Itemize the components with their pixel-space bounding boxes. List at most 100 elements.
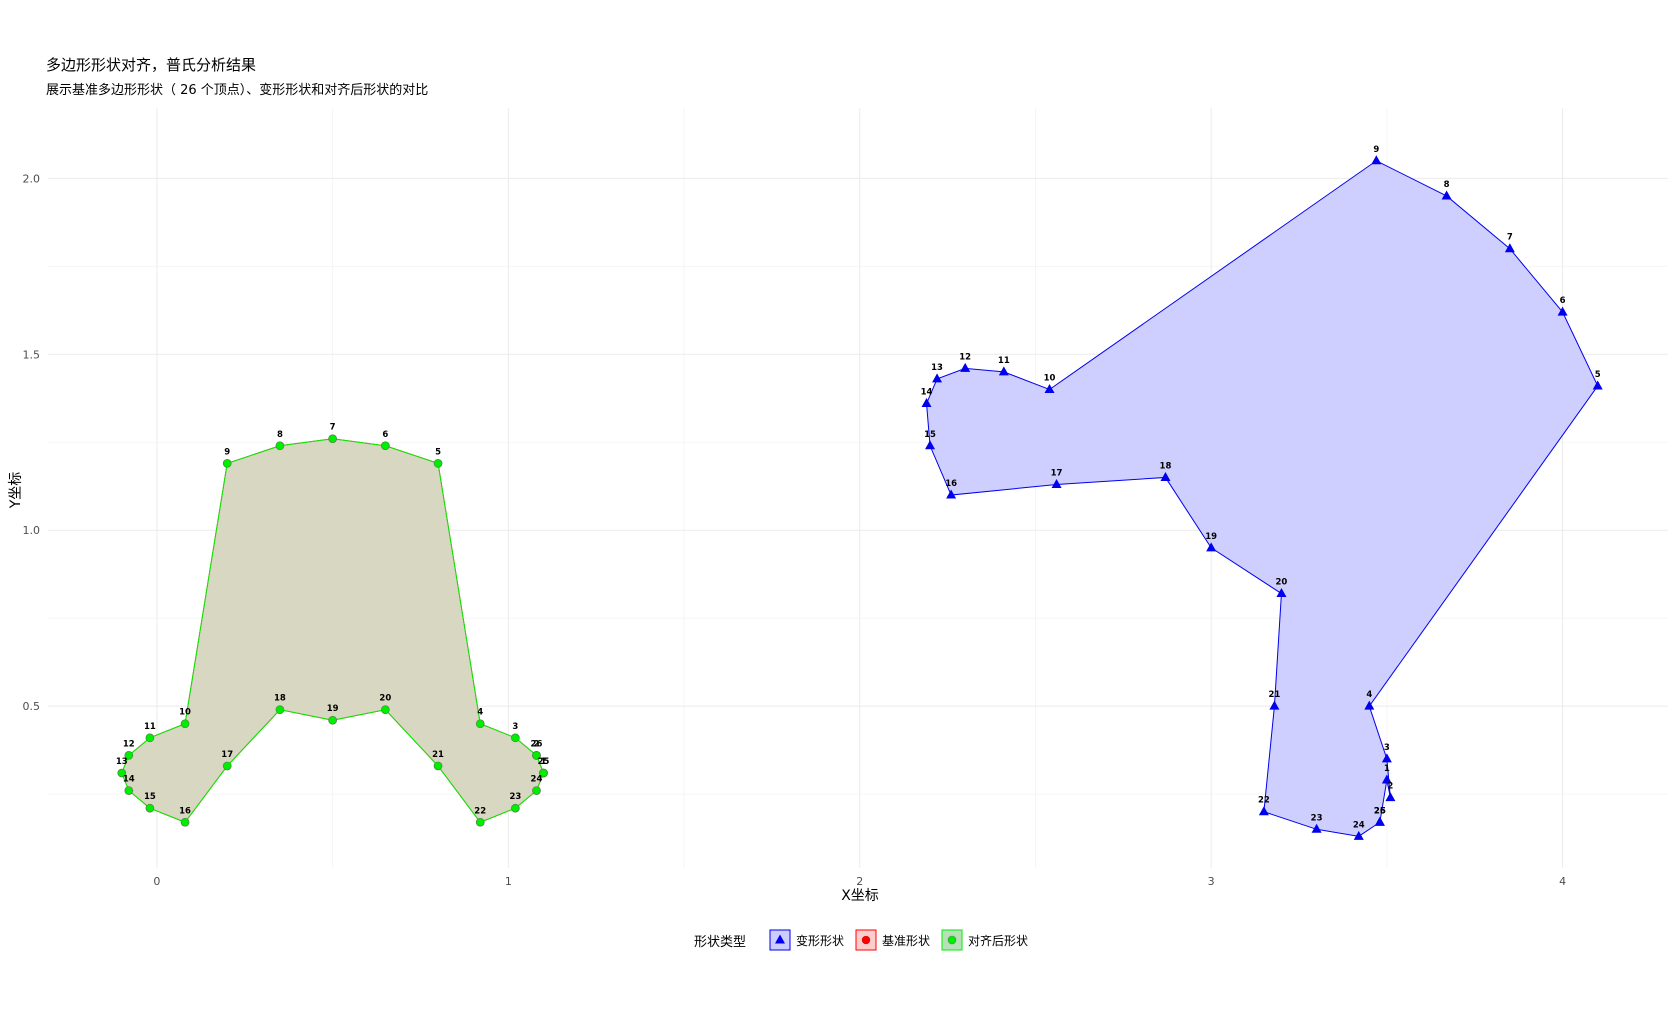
vertex-point [117,768,127,778]
vertex-point [1258,806,1269,816]
vertex-point [180,719,190,729]
vertex-label: 12 [123,739,135,749]
y-axis-title: Y坐标 [8,472,24,510]
vertex-label: 24 [1353,820,1365,830]
vertex-label: 1 [541,757,547,767]
vertex-label: 20 [379,694,391,704]
plot-area: 1234567891011121314151617181920212223242… [116,145,1603,840]
vertex-point [1504,243,1515,253]
vertex-label: 2 [1387,782,1393,792]
vertex-label: 19 [1205,532,1217,542]
vertex-point [532,786,541,795]
vertex-label: 8 [277,430,283,440]
vertex-point [1353,830,1364,840]
vertex-label: 11 [998,356,1010,366]
vertex-label: 5 [1595,370,1601,380]
vertex-labels: 1234567891011121314151617181920212223242… [116,423,550,817]
chart-subtitle: 展示基准多边形形状（ 26 个顶点）、变形形状和对齐后形状的对比 [46,82,428,98]
vertex-point [475,817,485,827]
vertex-label: 14 [921,388,933,398]
vertex-label: 6 [1560,296,1566,306]
vertex-label: 24 [531,775,543,785]
vertex-label: 25 [538,757,550,767]
chart-title: 多边形形状对齐，普氏分析结果 [46,56,256,74]
y-tick-label: 1.0 [23,524,41,537]
vertex-label: 13 [931,363,943,373]
vertex-point [328,434,338,444]
vertex-label: 26 [531,739,543,749]
vertex-label: 15 [144,792,156,802]
axis-ticks: 0 1 2 3 40.51.01.52.0 [23,172,1567,888]
vertex-point [1385,792,1396,802]
vertex-label: 12 [959,352,971,362]
vertex-label: 5 [435,447,441,457]
vertex-label: 21 [1268,690,1280,700]
vertex-point [1276,588,1287,598]
vertex-point [1160,471,1171,481]
vertex-label: 25 [1374,806,1386,816]
vertex-label: 2 [533,739,539,749]
vertex-label: 13 [116,757,128,767]
vertex-point [946,489,957,499]
vertex-point [475,719,485,729]
vertex-point [222,761,232,771]
vertex-label: 22 [1258,796,1270,806]
vertex-point [275,705,285,715]
vertex-label: 23 [509,792,521,802]
vertex-label: 21 [432,750,444,760]
vertex-point [275,441,285,451]
vertex-label: 15 [924,430,936,440]
y-tick-label: 0.5 [23,700,41,713]
vertex-point [532,751,541,760]
vertex-label: 4 [1366,690,1372,700]
vertex-label: 19 [327,704,339,714]
vertex-label: 7 [330,423,336,433]
legend: 形状类型 变形形状 基准形状 对齐后形状 [694,929,1028,951]
vertex-point [1364,700,1375,710]
vertex-label: 18 [274,694,286,704]
vertex-point [180,817,190,827]
vertex-point [124,751,134,760]
x-axis-title: X坐标 [841,888,879,904]
vertex-label: 26 [1374,806,1386,816]
vertex-label: 4 [477,708,483,718]
vertex-point [960,362,971,372]
vertex-point [510,803,520,813]
vertex-label: 10 [179,708,191,718]
vertex-label: 8 [1444,180,1450,190]
vertex-point [222,458,232,468]
series-aligned [117,434,548,827]
vertex-point [1371,155,1382,165]
vertex-label: 16 [945,479,957,489]
shape-polygon [926,160,1599,837]
vertex-label: 9 [224,447,230,457]
vertex-label: 14 [123,775,135,785]
legend-marker [775,934,785,944]
vertex-point [1374,816,1385,826]
vertex-point [433,458,443,468]
vertex-point [328,715,338,725]
vertex-point [1381,753,1392,763]
vertex-label: 1 [1384,764,1390,774]
x-tick-label: 4 [1559,875,1566,888]
y-tick-label: 2.0 [23,172,41,185]
vertex-label: 18 [1160,461,1172,471]
vertex-point [539,768,548,778]
vertex-labels: 1234567891011121314151617181920212223242… [921,145,1601,831]
legend-item: 基准形状 [855,929,930,951]
legend-label: 基准形状 [882,934,930,948]
vertex-point [510,733,520,743]
x-tick-label: 1 [505,875,512,888]
vertex-label: 7 [1507,233,1513,243]
vertex-label: 23 [1311,813,1323,823]
x-tick-label: 3 [1208,875,1215,888]
vertex-point [380,441,390,451]
vertex-point [1592,380,1603,390]
legend-item: 对齐后形状 [941,929,1028,951]
vertex-point [1044,383,1055,393]
vertex-point [921,398,932,408]
legend-label: 变形形状 [796,933,844,948]
series-deformed [921,155,1603,840]
vertex-label: 10 [1044,373,1056,383]
vertex-label: 3 [1384,743,1390,753]
